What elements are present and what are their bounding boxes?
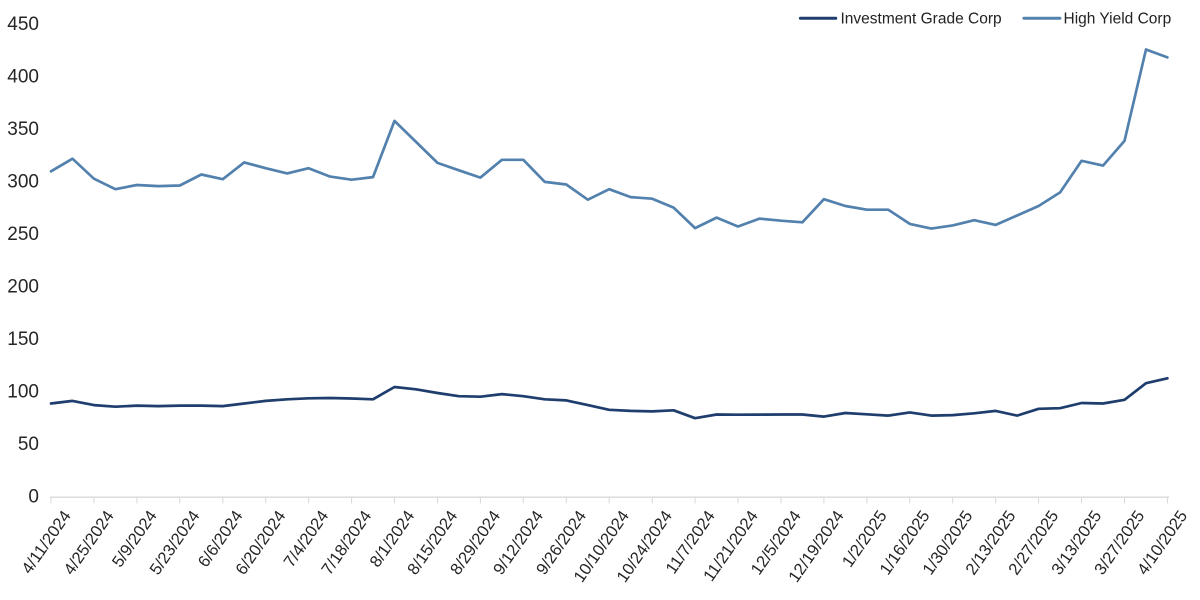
svg-text:200: 200: [7, 276, 39, 297]
svg-text:250: 250: [7, 224, 39, 245]
svg-text:450: 450: [7, 14, 39, 35]
svg-text:0: 0: [28, 487, 39, 508]
svg-text:High Yield Corp: High Yield Corp: [1064, 10, 1172, 27]
svg-text:400: 400: [7, 66, 39, 87]
svg-text:Investment Grade Corp: Investment Grade Corp: [841, 10, 1002, 27]
svg-text:100: 100: [7, 381, 39, 402]
svg-text:50: 50: [18, 434, 39, 455]
svg-text:150: 150: [7, 329, 39, 350]
svg-text:300: 300: [7, 171, 39, 192]
svg-text:350: 350: [7, 119, 39, 140]
